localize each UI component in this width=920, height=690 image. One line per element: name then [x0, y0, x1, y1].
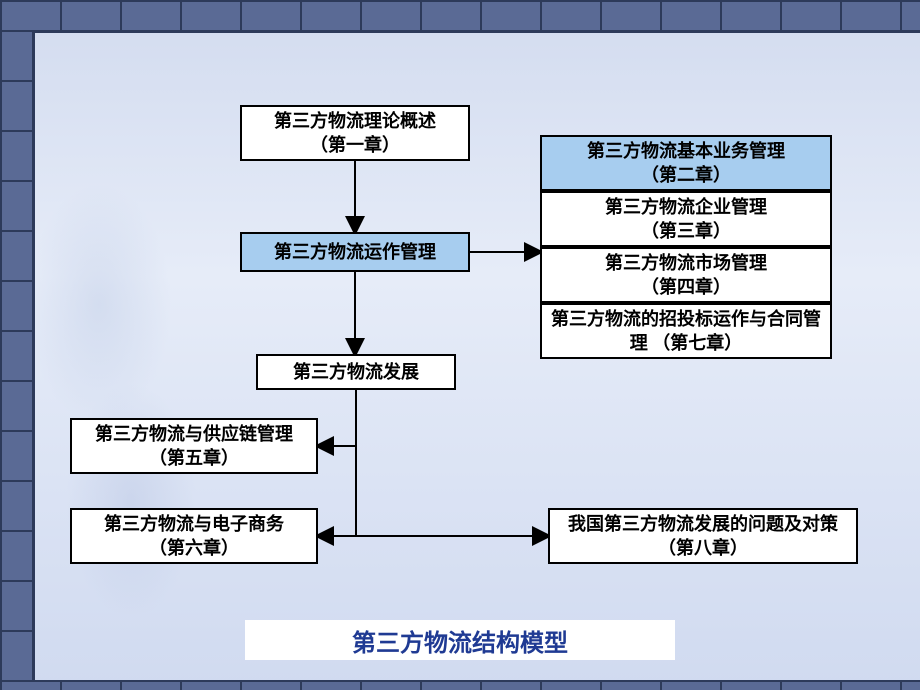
node-label: 第三方物流发展 — [293, 360, 419, 384]
edge-5 — [356, 390, 548, 536]
node-r1: 第三方物流基本业务管理 （第二章） — [540, 135, 832, 191]
node-n1: 第三方物流理论概述 （第一章） — [240, 105, 470, 161]
node-label: 第三方物流理论概述 （第一章） — [274, 109, 436, 158]
flowchart-canvas: 第三方物流理论概述 （第一章） 第三方物流运作管理第三方物流发展 第三方物流基本业务… — [0, 0, 920, 690]
node-b1: 第三方物流与供应链管理 （第五章） — [70, 418, 318, 474]
node-label: 第三方物流的招投标运作与合同管理 （第七章） — [548, 307, 824, 356]
node-r3: 第三方物流市场管理 （第四章） — [540, 247, 832, 303]
node-label: 第三方物流市场管理 （第四章） — [605, 251, 767, 300]
node-label: 第三方物流基本业务管理 （第二章） — [587, 139, 785, 188]
node-b3: 我国第三方物流发展的问题及对策 （第八章） — [548, 508, 858, 564]
node-r4: 第三方物流的招投标运作与合同管理 （第七章） — [540, 303, 832, 359]
slide: 第三方物流理论概述 （第一章） 第三方物流运作管理第三方物流发展 第三方物流基本业务… — [0, 0, 920, 690]
edge-4 — [318, 390, 356, 536]
node-label: 第三方物流与电子商务 （第六章） — [104, 512, 284, 561]
diagram-title: 第三方物流结构模型 — [245, 620, 675, 660]
node-n2: 第三方物流运作管理 — [240, 232, 470, 272]
node-label: 第三方物流企业管理 （第三章） — [605, 195, 767, 244]
node-label: 第三方物流与供应链管理 （第五章） — [95, 422, 293, 471]
node-b2: 第三方物流与电子商务 （第六章） — [70, 508, 318, 564]
node-n3: 第三方物流发展 — [256, 354, 456, 390]
node-label: 第三方物流运作管理 — [274, 240, 436, 264]
node-label: 我国第三方物流发展的问题及对策 （第八章） — [568, 512, 838, 561]
node-r2: 第三方物流企业管理 （第三章） — [540, 191, 832, 247]
edge-3 — [318, 390, 356, 446]
